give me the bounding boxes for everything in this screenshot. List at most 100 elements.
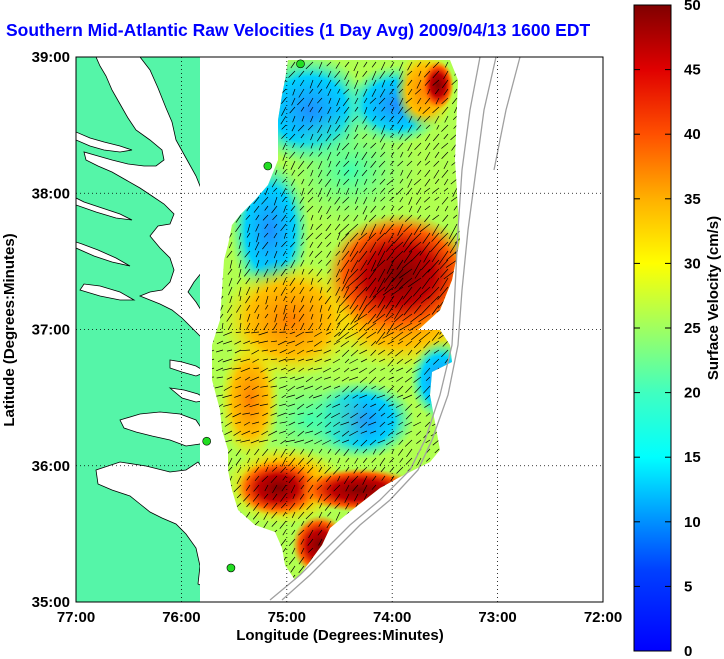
- velocity-arrow: [403, 223, 413, 233]
- velocity-arrow: [353, 403, 359, 408]
- velocity-arrow: [431, 232, 440, 242]
- velocity-arrow: [247, 457, 251, 464]
- velocity-arrow: [405, 412, 413, 420]
- velocity-arrow: [265, 250, 269, 257]
- velocity-arrow: [287, 385, 296, 392]
- velocity-arrow: [381, 169, 386, 176]
- velocity-arrow: [236, 304, 242, 313]
- velocity-arrow: [441, 142, 449, 149]
- velocity-arrow: [398, 106, 404, 115]
- velocity-arrow: [342, 268, 350, 284]
- velocity-arrow: [370, 403, 377, 408]
- velocity-arrow: [243, 421, 251, 426]
- velocity-arrow: [420, 304, 431, 316]
- velocity-arrow: [324, 232, 332, 240]
- velocity-arrow: [327, 511, 332, 517]
- velocity-arrow: [341, 439, 350, 444]
- velocity-arrow: [393, 232, 404, 244]
- velocity-arrow: [417, 214, 422, 220]
- velocity-arrow: [318, 142, 323, 151]
- velocity-arrow: [377, 241, 386, 256]
- velocity-arrow: [369, 97, 377, 104]
- velocity-arrow: [291, 520, 296, 527]
- velocity-arrow: [251, 385, 260, 391]
- velocity-arrow: [393, 304, 404, 320]
- velocity-arrow: [327, 142, 332, 150]
- velocity-arrow: [319, 502, 323, 509]
- velocity-arrow: [376, 250, 386, 267]
- velocity-arrow: [408, 241, 422, 253]
- velocity-arrow: [328, 97, 332, 104]
- velocity-arrow: [412, 367, 422, 374]
- velocity-arrow: [250, 340, 260, 344]
- velocity-arrow: [326, 214, 332, 220]
- velocity-arrow: [316, 268, 323, 277]
- velocity-arrow: [336, 322, 341, 329]
- velocity-arrow: [354, 178, 359, 187]
- velocity-arrow: [371, 484, 377, 490]
- velocity-arrow: [323, 493, 332, 502]
- velocity-arrow: [298, 304, 305, 313]
- velocity-arrow: [325, 475, 332, 483]
- velocity-arrow: [290, 466, 296, 472]
- velocity-arrow: [297, 160, 305, 170]
- velocity-arrow: [379, 133, 386, 143]
- velocity-arrow: [282, 178, 287, 183]
- velocity-arrow: [318, 88, 323, 94]
- velocity-arrow: [440, 277, 449, 291]
- velocity-arrow: [295, 340, 305, 347]
- velocity-arrow: [404, 376, 413, 383]
- velocity-arrow: [371, 88, 377, 97]
- velocity-arrow: [388, 376, 395, 380]
- velocity-arrow: [443, 133, 449, 140]
- velocity-arrow: [353, 61, 359, 72]
- velocity-arrow: [339, 295, 350, 307]
- velocity-arrow: [299, 205, 305, 211]
- velocity-arrow: [282, 151, 287, 161]
- velocity-arrow: [453, 106, 458, 114]
- velocity-arrow: [424, 169, 431, 178]
- velocity-arrow: [326, 61, 332, 67]
- velocity-arrow: [337, 232, 341, 241]
- velocity-arrow: [271, 502, 278, 510]
- velocity-arrow: [389, 133, 395, 138]
- velocity-arrow: [235, 223, 242, 233]
- velocity-arrow: [399, 133, 404, 140]
- velocity-arrow: [425, 142, 431, 151]
- velocity-arrow: [319, 313, 323, 322]
- velocity-arrow: [379, 448, 386, 456]
- velocity-arrow: [273, 250, 278, 259]
- colorbar-tick-label: 30: [684, 255, 701, 272]
- colorbar-tick-label: 40: [684, 126, 701, 143]
- velocity-arrow: [349, 241, 359, 257]
- velocity-arrow: [373, 196, 377, 202]
- velocity-arrow: [386, 178, 395, 186]
- velocity-arrow: [219, 313, 224, 319]
- velocity-arrow: [370, 205, 377, 213]
- velocity-arrow: [271, 178, 278, 188]
- velocity-arrow: [309, 304, 314, 312]
- velocity-arrow: [413, 223, 422, 236]
- velocity-arrow: [271, 439, 278, 442]
- velocity-arrow: [399, 457, 404, 463]
- velocity-arrow: [425, 439, 431, 444]
- velocity-arrow: [303, 385, 314, 390]
- velocity-arrow: [314, 340, 323, 347]
- velocity-arrow: [452, 115, 458, 120]
- velocity-arrow: [309, 295, 314, 303]
- velocity-arrow: [291, 124, 296, 132]
- velocity-arrow: [390, 475, 395, 482]
- velocity-arrow: [292, 142, 296, 149]
- velocity-arrow: [325, 223, 332, 232]
- velocity-arrow: [340, 232, 350, 242]
- velocity-arrow: [268, 376, 278, 383]
- velocity-arrow: [282, 169, 287, 175]
- velocity-arrow: [404, 106, 413, 114]
- velocity-arrow: [334, 331, 341, 338]
- velocity-arrow: [432, 439, 440, 446]
- velocity-arrow: [258, 331, 269, 336]
- velocity-arrow: [399, 178, 404, 184]
- velocity-arrow: [279, 430, 287, 434]
- velocity-arrow: [270, 358, 278, 360]
- velocity-arrow: [290, 205, 296, 212]
